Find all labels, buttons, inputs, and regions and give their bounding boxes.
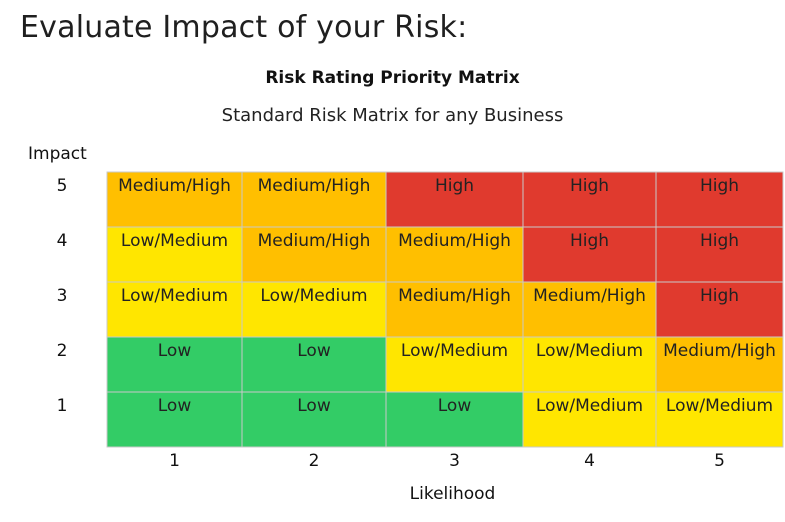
y-tick-label: 3 — [57, 286, 68, 306]
matrix-cell-label: Low/Medium — [536, 341, 643, 361]
matrix-cell-label: Low/Medium — [536, 396, 643, 416]
matrix-cell — [655, 336, 784, 393]
matrix-cell — [385, 226, 524, 283]
matrix-cell-label: Low/Medium — [260, 286, 367, 306]
chart-subtitle: Standard Risk Matrix for any Business — [221, 105, 564, 126]
matrix-cell-label: Low — [438, 396, 472, 416]
matrix-cell-label: Medium/High — [118, 176, 231, 196]
matrix-cell — [522, 336, 657, 393]
matrix-cell-label: High — [570, 231, 609, 251]
matrix-cell-label: High — [700, 286, 739, 306]
x-tick-label: 1 — [169, 451, 180, 471]
matrix-cell — [241, 281, 387, 338]
matrix-cell-label: Medium/High — [663, 341, 776, 361]
chart-title: Risk Rating Priority Matrix — [265, 68, 520, 88]
x-tick-label: 5 — [714, 451, 725, 471]
matrix-cell — [655, 226, 784, 283]
matrix-cell — [385, 336, 524, 393]
matrix-cell-label: Low/Medium — [121, 286, 228, 306]
matrix-cell — [385, 391, 524, 448]
y-tick-label: 1 — [57, 396, 68, 416]
y-tick-label: 5 — [57, 176, 68, 196]
matrix-cell — [655, 171, 784, 228]
matrix-cell — [106, 281, 243, 338]
matrix-cell — [655, 391, 784, 448]
matrix-cell-label: Medium/High — [398, 286, 511, 306]
matrix-cell — [241, 171, 387, 228]
matrix-cell-label: Low — [297, 341, 331, 361]
matrix-cell — [241, 336, 387, 393]
matrix-cell-label: Medium/High — [258, 231, 371, 251]
matrix-cell — [106, 171, 243, 228]
matrix-cell — [241, 391, 387, 448]
y-tick-label: 2 — [57, 341, 68, 361]
matrix-cell-label: Low/Medium — [666, 396, 773, 416]
matrix-cell — [241, 226, 387, 283]
matrix-cell-label: Medium/High — [398, 231, 511, 251]
matrix-cell — [522, 391, 657, 448]
matrix-cell-label: Low/Medium — [121, 231, 228, 251]
y-tick-label: 4 — [57, 231, 68, 251]
matrix-cell-label: High — [435, 176, 474, 196]
x-axis-label: Likelihood — [409, 484, 496, 504]
matrix-cell-label: Low — [158, 396, 192, 416]
matrix-cell — [106, 226, 243, 283]
matrix-cell-label: Low/Medium — [401, 341, 508, 361]
y-axis-label: Impact — [28, 144, 87, 164]
matrix-cell — [106, 336, 243, 393]
matrix-cell-label: Medium/High — [533, 286, 646, 306]
page-title: Evaluate Impact of your Risk: — [20, 10, 468, 45]
matrix-cell-label: High — [700, 176, 739, 196]
matrix-cell — [655, 281, 784, 338]
x-tick-label: 2 — [309, 451, 320, 471]
matrix-cell-label: Low — [297, 396, 331, 416]
x-tick-label: 3 — [449, 451, 460, 471]
x-tick-label: 4 — [584, 451, 595, 471]
matrix-cell-label: High — [570, 176, 609, 196]
matrix-cell — [106, 391, 243, 448]
matrix-cell-label: High — [700, 231, 739, 251]
matrix-cell — [522, 281, 657, 338]
matrix-cell-label: Low — [158, 341, 192, 361]
matrix-cell-label: Medium/High — [258, 176, 371, 196]
